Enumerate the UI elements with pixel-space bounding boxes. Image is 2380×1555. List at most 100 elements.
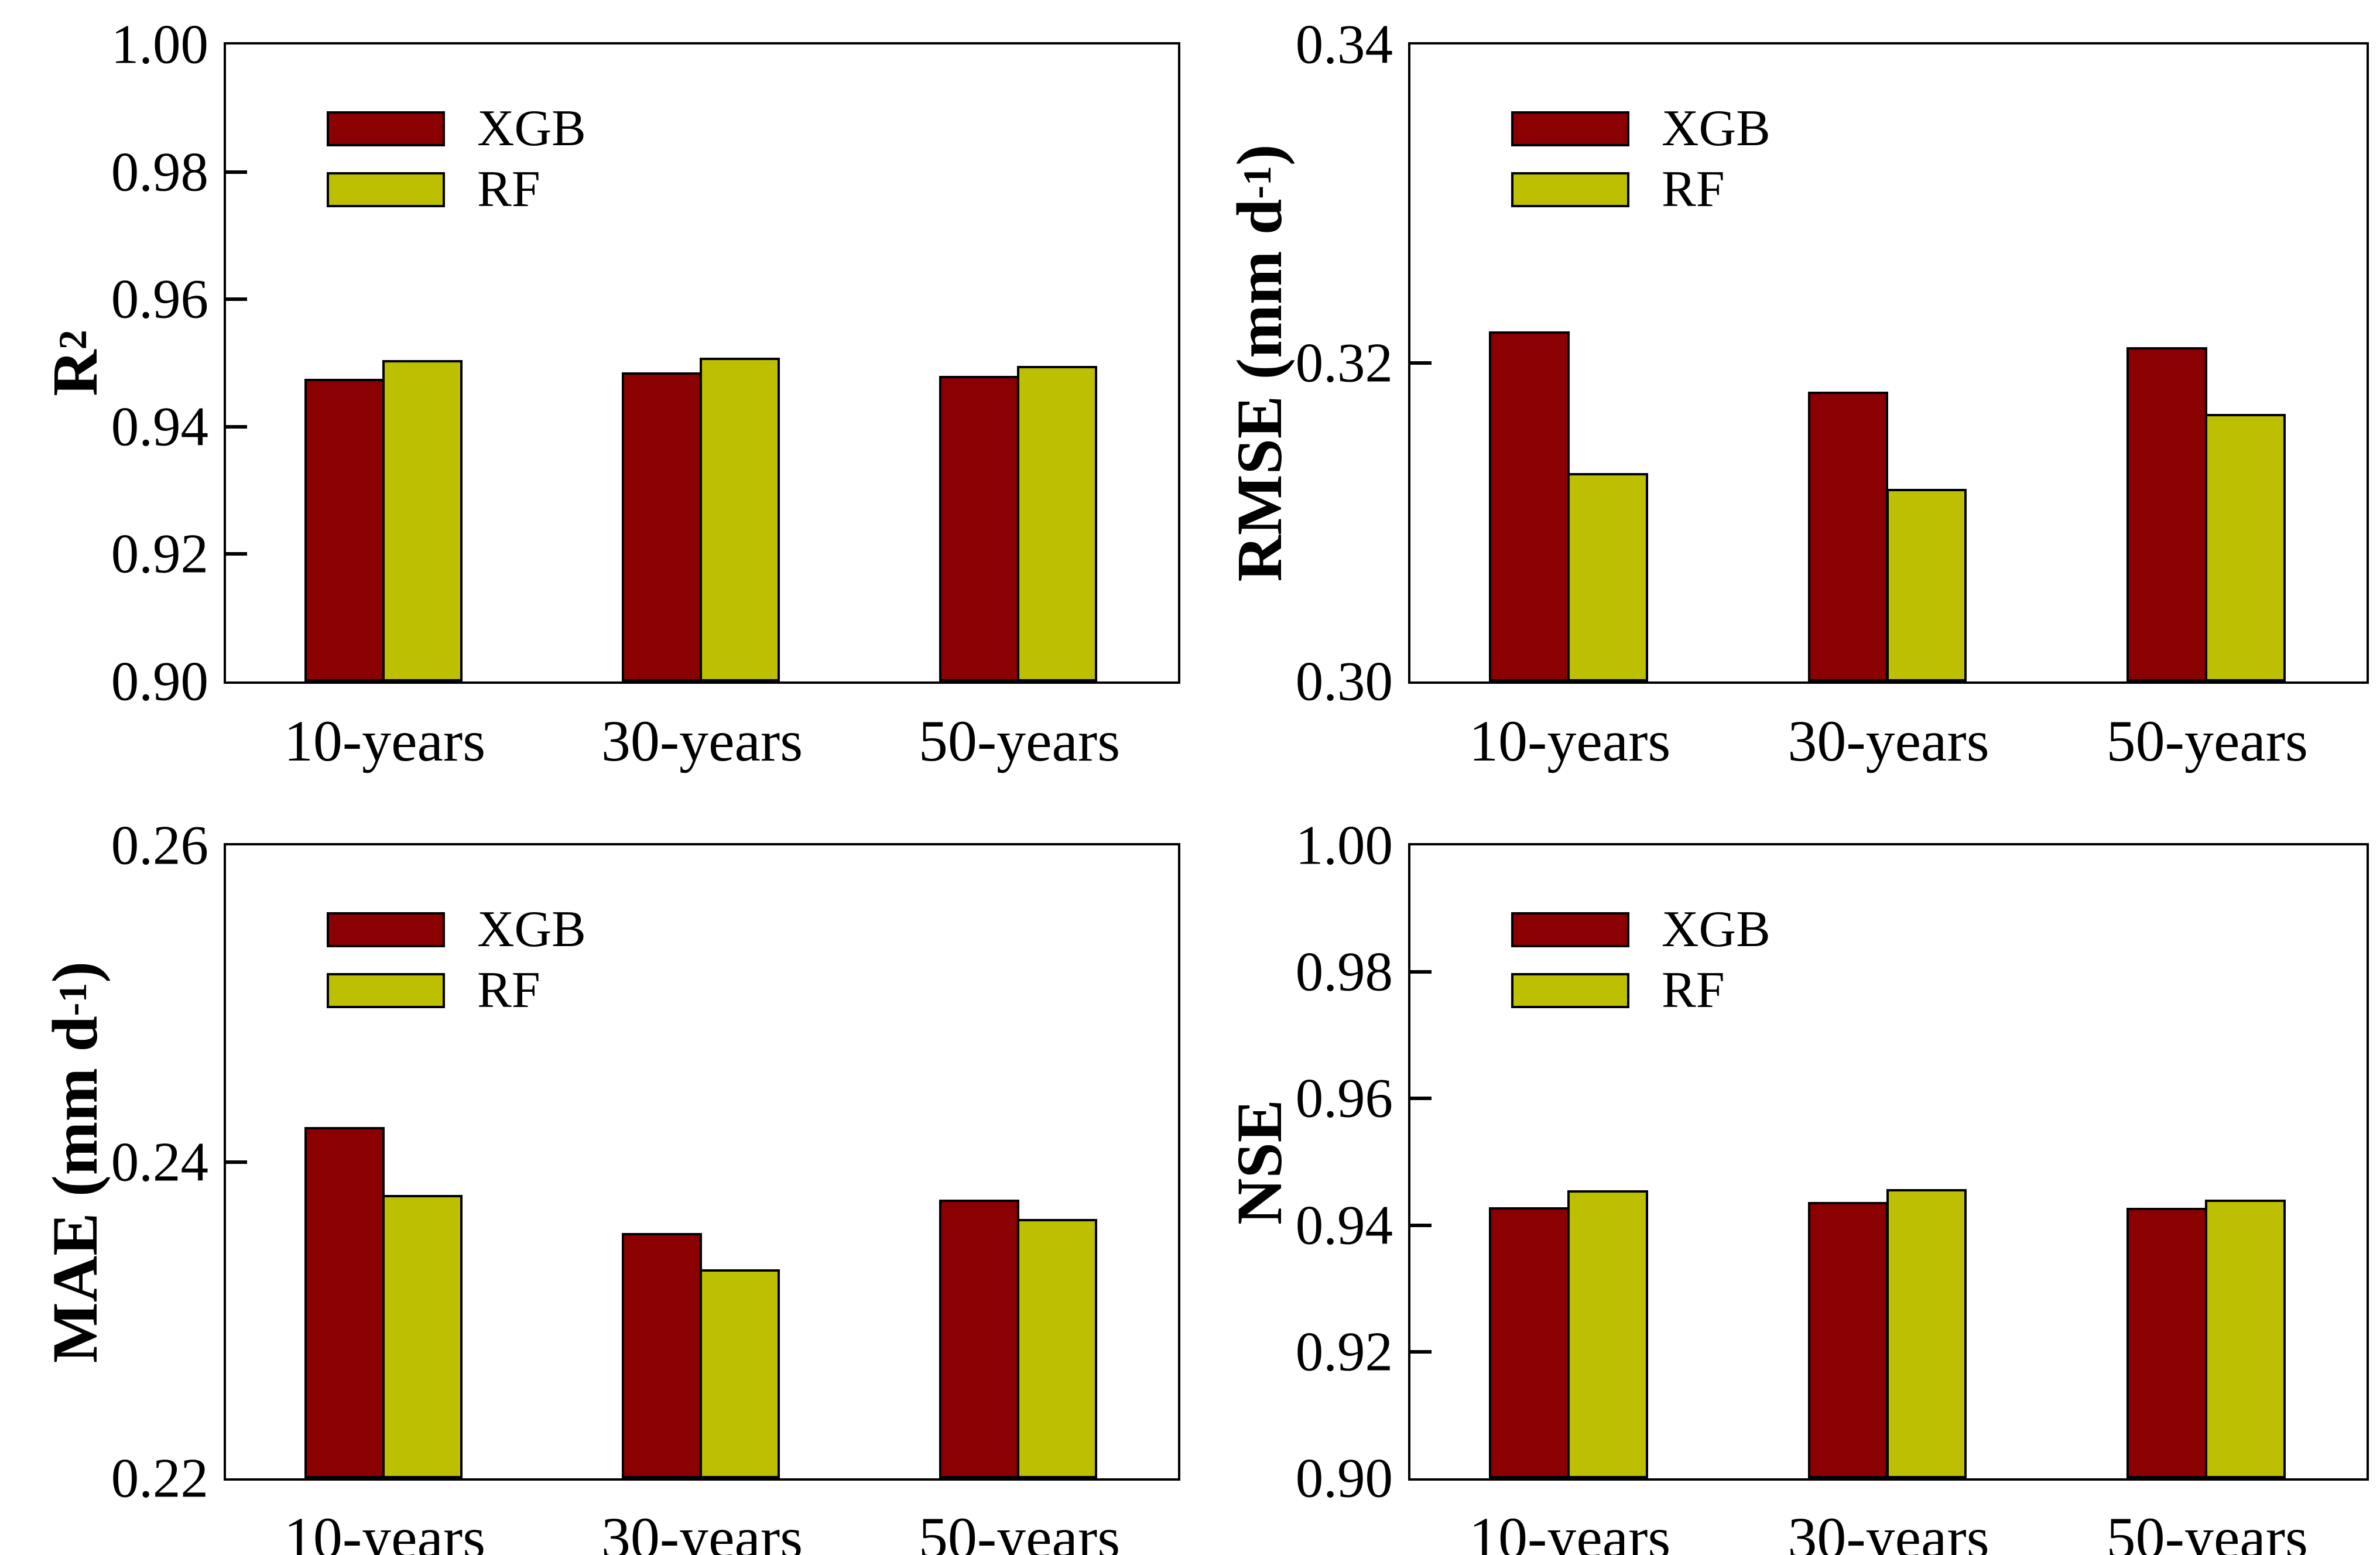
bar-xgb-30-years [621,1233,702,1478]
legend-swatch-rf [327,973,445,1008]
bar-xgb-30-years [1807,1201,1889,1478]
bar-rf-50-years [2204,414,2286,681]
x-tick-label: 10-years [1469,1505,1671,1555]
legend-item-rf: RF [1511,164,1771,215]
legend-label-xgb: XGB [1662,901,1771,958]
y-axis-title-text: R [39,350,111,396]
bar-rf-30-years [1886,1188,1967,1478]
legend-swatch-xgb [1511,912,1629,947]
y-tick-label: 0.90 [1295,1447,1393,1509]
legend-label-xgb: XGB [477,100,586,157]
bar-xgb-30-years [621,372,702,681]
y-tick-mark [1410,1097,1432,1101]
bar-xgb-50-years [939,1200,1019,1478]
plot-area-nse: NSE XGB RF 10-years 30-years 50-years 0.… [1224,817,2369,1555]
y-tick-label: 0.30 [1295,650,1393,713]
legend-item-rf: RF [327,965,586,1016]
y-axis-title-nse: NSE [1224,1099,1295,1225]
y-axis-title-superscript: -1 [50,982,95,1016]
bar-xgb-50-years [2126,347,2207,681]
legend: XGB RF [1511,904,1771,1026]
y-axis-title-mae: MAE (mm d-1) [39,961,111,1362]
legend-label-rf: RF [1662,161,1725,218]
bar-rf-10-years [1567,472,1649,681]
x-tick-label: 50-years [2106,708,2308,773]
bar-xgb-10-years [1489,1207,1570,1478]
legend-label-rf: RF [1662,962,1725,1019]
legend-swatch-rf [327,172,445,207]
y-axis-title-text: MAE (mm d [39,1015,111,1363]
y-tick-label: 0.34 [1295,13,1393,76]
legend: XGB RF [1511,103,1771,225]
legend-item-xgb: XGB [1511,103,1771,155]
bar-rf-50-years [1016,1218,1098,1478]
legend-swatch-xgb [1511,111,1629,146]
bar-rf-10-years [382,1195,463,1478]
legend-item-rf: RF [327,164,586,215]
y-tick-mark [226,552,247,556]
x-tick-label: 50-years [918,1505,1121,1555]
y-axis-title-r2: R2 [39,330,111,396]
bar-rf-30-years [700,358,780,681]
panel-r2: R2 XGB RF 10-years 30-years 50-years 0.9… [0,0,1190,778]
y-tick-mark [226,170,247,174]
y-tick-label: 0.90 [111,650,208,713]
y-tick-label: 0.24 [111,1131,208,1193]
y-tick-label: 0.98 [111,141,208,203]
y-tick-label: 0.26 [111,814,208,876]
y-tick-label: 0.96 [1295,1067,1393,1129]
y-tick-mark [1410,361,1432,365]
x-tick-label: 50-years [918,708,1121,773]
y-tick-mark [226,424,247,429]
plot-area-rmse: RMSE (mm d-1) XGB RF 10-years 30-years 5… [1224,16,2369,770]
panel-nse: NSE XGB RF 10-years 30-years 50-years 0.… [1190,778,2380,1555]
panel-rmse: RMSE (mm d-1) XGB RF 10-years 30-years 5… [1190,0,2380,778]
y-axis-title-superscript: -1 [1235,165,1279,199]
y-tick-label: 0.32 [1295,331,1393,394]
y-tick-label: 0.94 [111,395,208,458]
legend-swatch-xgb [327,912,445,947]
y-tick-label: 0.94 [1295,1194,1393,1256]
legend-label-xgb: XGB [1662,100,1771,157]
legend-item-xgb: XGB [1511,904,1771,955]
y-tick-label: 0.92 [1295,1320,1393,1383]
legend-label-rf: RF [477,161,540,218]
plot-area-mae: MAE (mm d-1) XGB RF 10-years 30-years 50… [39,817,1180,1555]
y-axis-title-rmse: RMSE (mm d-1) [1224,144,1295,582]
x-tick-label: 10-years [1469,708,1671,773]
legend-item-xgb: XGB [327,103,586,155]
bar-xgb-10-years [304,1127,385,1478]
y-axis-title-suffix: ) [39,961,111,983]
legend: XGB RF [327,103,586,225]
bar-xgb-10-years [304,379,385,681]
y-tick-label: 0.98 [1295,940,1393,1003]
bar-xgb-30-years [1807,391,1889,681]
legend-label-xgb: XGB [477,901,586,958]
x-tick-label: 30-years [1787,708,1989,773]
y-tick-mark [226,297,247,302]
legend-swatch-xgb [327,111,445,146]
legend: XGB RF [327,904,586,1026]
x-tick-label: 10-years [283,1505,486,1555]
bar-rf-10-years [382,359,463,681]
y-tick-label: 0.22 [111,1447,208,1509]
bar-rf-30-years [700,1269,780,1478]
bar-rf-30-years [1886,488,1967,681]
legend-swatch-rf [1511,973,1629,1008]
plot-area-r2: R2 XGB RF 10-years 30-years 50-years 0.9… [39,16,1180,770]
bar-xgb-50-years [939,375,1019,681]
y-axis-title-text: RMSE (mm d [1224,198,1295,582]
panel-mae: MAE (mm d-1) XGB RF 10-years 30-years 50… [0,778,1190,1555]
y-axis-title-text: NSE [1224,1099,1295,1225]
bar-rf-50-years [2204,1200,2286,1478]
bar-rf-50-years [1016,366,1098,681]
x-tick-label: 30-years [1787,1505,1989,1555]
y-tick-label: 0.96 [111,268,208,330]
legend-label-rf: RF [477,962,540,1019]
y-tick-label: 0.92 [111,522,208,585]
y-axis-title-superscript: 2 [50,330,95,350]
bar-xgb-10-years [1489,331,1570,681]
x-tick-label: 30-years [601,1505,803,1555]
y-tick-label: 1.00 [1295,814,1393,876]
